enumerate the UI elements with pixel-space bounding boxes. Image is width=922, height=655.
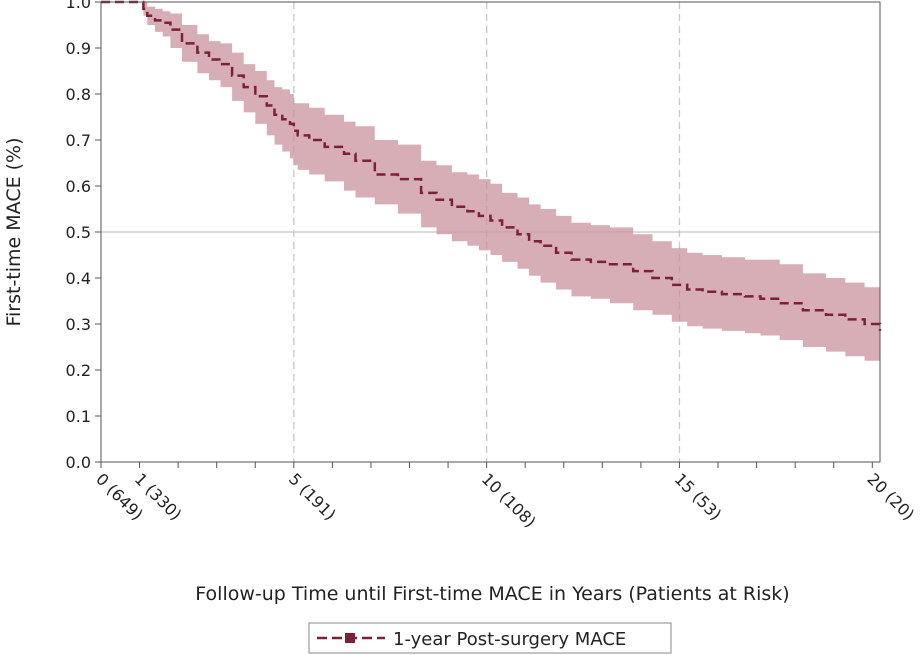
x-tick-label: 15 (53): [671, 469, 726, 524]
legend-swatch-marker: [345, 633, 355, 643]
x-tick-label: 5 (191): [285, 469, 340, 524]
legend: 1-year Post-surgery MACE: [308, 622, 672, 654]
y-tick-label: 0.8: [66, 85, 91, 104]
ci-band-group: [101, 2, 880, 368]
x-axis: 0 (649)1 (330) 5 (191) 10 (108) 15 (53) 20 (…: [92, 462, 918, 531]
y-tick-label: 0.2: [66, 361, 91, 380]
y-tick-label: 0.5: [66, 223, 91, 242]
y-tick-label: 0.4: [66, 269, 91, 288]
survival-line: [101, 0, 882, 331]
y-tick-label: 0.0: [66, 453, 91, 472]
y-tick-label: 0.9: [66, 39, 91, 58]
confidence-band: [101, 2, 880, 368]
y-tick-label: 0.7: [66, 131, 91, 150]
y-tick-label: 0.3: [66, 315, 91, 334]
x-tick-label: 20 (20): [863, 469, 918, 524]
survival-line-group: [101, 0, 882, 331]
x-tick-label: 10 (108): [478, 469, 540, 531]
y-tick-label: 0.6: [66, 177, 91, 196]
y-axis: 0.0 0.1 0.2 0.3 0.4 0.5 0.6 0.7 0.8 0.9 1.0: [66, 0, 101, 472]
legend-label: 1-year Post-surgery MACE: [393, 629, 626, 650]
y-tick-label: 0.1: [66, 407, 91, 426]
y-axis-title: First-time MACE (%): [3, 137, 25, 326]
y-tick-label: 1.0: [66, 0, 91, 12]
x-axis-title: Follow-up Time until First-time MACE in …: [195, 583, 789, 605]
